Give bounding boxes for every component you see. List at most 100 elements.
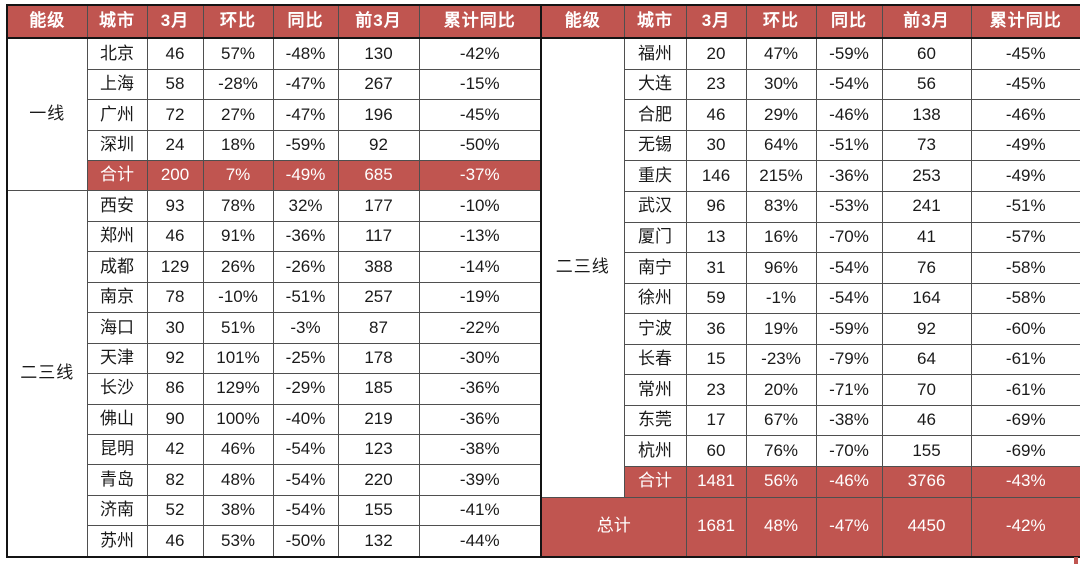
value-cell: -29% (272, 373, 339, 405)
city-row: 佛山 90 100% -40% 219 -36% (7, 403, 542, 435)
city-row: 宁波 36 19% -59% 92 -60% (541, 313, 1080, 345)
value-cell: 178 (337, 342, 420, 375)
value-cell: -41% (418, 494, 542, 527)
value-cell: 18% (202, 129, 274, 162)
value-cell: 185 (337, 373, 420, 405)
value-cell: 17 (685, 404, 747, 437)
value-cell: 92 (881, 313, 972, 345)
city-cell: 杭州 (623, 435, 687, 467)
grand-total-value-cell: 48% (745, 496, 817, 558)
subtotal-value-cell: -43% (970, 465, 1080, 498)
value-cell: 96 (685, 191, 747, 223)
value-cell: 257 (337, 281, 420, 314)
value-cell: -48% (272, 37, 339, 70)
col-header-tier: 能级 (540, 4, 625, 39)
value-cell: 41 (881, 221, 972, 254)
city-cell: 长沙 (86, 373, 148, 405)
city-row: 合肥 46 29% -46% 138 -46% (541, 99, 1080, 131)
city-row: 徐州 59 -1% -54% 164 -58% (541, 282, 1080, 315)
value-cell: 138 (881, 99, 972, 131)
city-row: 大连 23 30% -54% 56 -45% (541, 68, 1080, 101)
grand-total-value-cell: -42% (970, 496, 1080, 558)
value-cell: -69% (970, 435, 1080, 467)
subtotal-value-cell: 200 (146, 160, 204, 192)
value-cell: 64% (745, 129, 817, 162)
value-cell: 155 (337, 494, 420, 527)
city-row: 长春 15 -23% -79% 64 -61% (541, 343, 1080, 376)
value-cell: -69% (970, 404, 1080, 437)
value-cell: 76 (881, 252, 972, 284)
city-cell: 成都 (86, 251, 148, 283)
value-cell: 130 (337, 37, 420, 70)
value-cell: -13% (418, 220, 542, 253)
value-cell: -59% (272, 129, 339, 162)
watermark-mark (1074, 557, 1078, 564)
value-cell: 196 (337, 99, 420, 131)
city-row: 上海 58 -28% -47% 267 -15% (7, 68, 542, 101)
grand-total-value-cell: 4450 (881, 496, 972, 558)
col-header-tier: 能级 (6, 4, 88, 39)
value-cell: 92 (337, 129, 420, 162)
value-cell: -70% (815, 435, 883, 467)
value-cell: 78 (146, 281, 204, 314)
subtotal-value-cell: 1481 (685, 465, 747, 498)
value-cell: -42% (418, 37, 542, 70)
city-cell: 海口 (86, 312, 148, 344)
city-cell: 青岛 (86, 464, 148, 496)
city-row: 南京 78 -10% -51% 257 -19% (7, 281, 542, 314)
subtotal-value-cell: -37% (418, 160, 542, 192)
value-cell: 253 (881, 160, 972, 192)
value-cell: -61% (970, 374, 1080, 406)
city-cell: 合肥 (623, 99, 687, 131)
city-cell: 徐州 (623, 282, 687, 315)
value-cell: -58% (970, 252, 1080, 284)
value-cell: -61% (970, 343, 1080, 376)
value-cell: -15% (418, 68, 542, 101)
subtotal-value-cell: 685 (337, 160, 420, 192)
value-cell: 117 (337, 220, 420, 253)
value-cell: 164 (881, 282, 972, 315)
city-cell: 佛山 (86, 403, 148, 435)
value-cell: 73 (881, 129, 972, 162)
value-cell: 177 (337, 190, 420, 222)
city-cell: 西安 (86, 190, 148, 222)
value-cell: 267 (337, 68, 420, 101)
city-row: 二三线 西安 93 78% 32% 177 -10% (6, 190, 542, 558)
city-cell: 济南 (86, 494, 148, 527)
value-cell: 67% (745, 404, 817, 437)
value-cell: 20 (685, 37, 747, 70)
value-cell: 27% (202, 99, 274, 131)
city-row: 长沙 86 129% -29% 185 -36% (7, 373, 542, 405)
value-cell: 83% (745, 191, 817, 223)
value-cell: -54% (272, 494, 339, 527)
value-cell: -58% (970, 282, 1080, 315)
value-cell: 15 (685, 343, 747, 376)
tier-cell: 二三线 (540, 37, 625, 498)
city-row: 成都 129 26% -26% 388 -14% (7, 251, 542, 283)
value-cell: -45% (970, 37, 1080, 70)
value-cell: -47% (272, 99, 339, 131)
value-cell: 52 (146, 494, 204, 527)
city-row: 昆明 42 46% -54% 123 -38% (7, 433, 542, 466)
value-cell: 90 (146, 403, 204, 435)
value-cell: 47% (745, 37, 817, 70)
value-cell: 64 (881, 343, 972, 376)
value-cell: -54% (272, 464, 339, 496)
value-cell: 82 (146, 464, 204, 496)
grand-total-row: 总计 1681 48% -47% 4450 -42% (540, 496, 1080, 558)
city-row: 天津 92 101% -25% 178 -30% (7, 342, 542, 375)
city-cell: 无锡 (623, 129, 687, 162)
value-cell: -46% (970, 99, 1080, 131)
value-cell: 20% (745, 374, 817, 406)
grand-total-label-cell: 总计 (540, 496, 687, 558)
subtotal-row: 合计 200 7% -49% 685 -37% (7, 160, 542, 192)
value-cell: 70 (881, 374, 972, 406)
city-cell: 重庆 (623, 160, 687, 192)
city-cell: 常州 (623, 374, 687, 406)
value-cell: -54% (815, 282, 883, 315)
value-cell: 241 (881, 191, 972, 223)
city-cell: 广州 (86, 99, 148, 131)
value-cell: -39% (418, 464, 542, 496)
subtotal-value-cell: 56% (745, 465, 817, 498)
